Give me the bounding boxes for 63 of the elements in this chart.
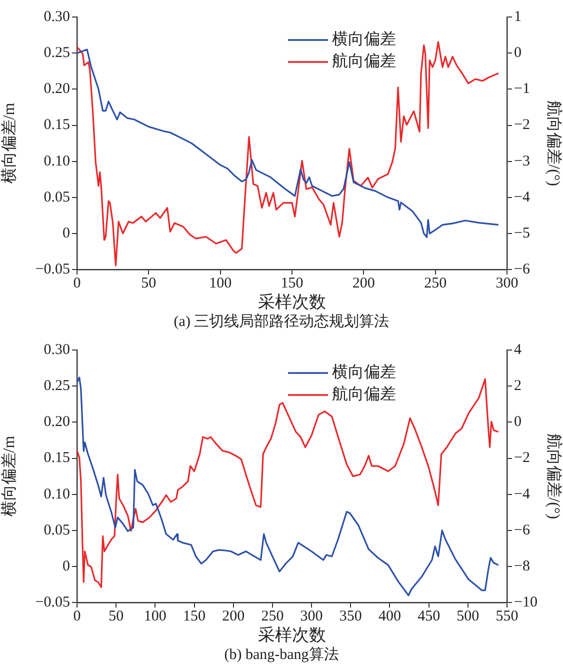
x-tick-label: 0 [73, 276, 81, 292]
x-tick-label: 150 [280, 276, 304, 292]
y2-tick-label: 4 [514, 342, 522, 358]
y2-tick-label: −2 [514, 117, 530, 134]
y2-tick-label: −6 [514, 522, 530, 538]
x-axis-title: 采样次数 [258, 625, 326, 644]
y2-tick-label: −10 [514, 594, 538, 611]
y2-tick-label: −2 [514, 450, 530, 466]
y-tick-label: 0.05 [44, 189, 70, 206]
y-tick-label: 0.30 [44, 8, 70, 25]
y-tick-label: 0.05 [44, 522, 70, 538]
text: (a) 三切线局部路径动态规划算法 [174, 312, 390, 330]
legend-label: 航向偏差 [332, 385, 396, 404]
x-tick-label: 50 [108, 608, 124, 625]
x-tick-label: 450 [418, 608, 440, 625]
x-tick-label: 200 [222, 608, 245, 625]
y2-tick-label: 2 [514, 378, 522, 394]
x-tick-label: 150 [183, 608, 206, 625]
y-tick-label: 0.15 [44, 450, 70, 466]
x-tick-label: 100 [144, 608, 166, 625]
y-tick-label: 0.25 [44, 45, 70, 62]
y-tick-label: 0.10 [44, 486, 70, 502]
x-tick-label: 200 [352, 276, 375, 292]
y2-tick-label: −3 [514, 153, 530, 170]
text: (b) bang-bang算法 [224, 646, 339, 663]
x-tick-label: 50 [141, 276, 156, 292]
x-axis-title: 采样次数 [258, 292, 326, 312]
y-tick-label: 0.30 [44, 342, 70, 358]
y2-tick-label: −1 [514, 81, 530, 98]
y2-tick-label: −8 [514, 558, 530, 574]
y-tick-label: −0.05 [35, 594, 70, 611]
y-tick-label: 0.20 [44, 414, 70, 430]
x-tick-label: 250 [424, 276, 447, 292]
y2-tick-label: −4 [514, 189, 530, 206]
x-tick-label: 500 [456, 608, 480, 625]
x-tick-label: 400 [378, 608, 401, 625]
legend-label: 航向偏差 [332, 52, 396, 70]
y-axis-title: 横向偏差/m [0, 102, 18, 184]
y-tick-label: 0.10 [44, 153, 70, 170]
legend-label: 横向偏差 [332, 363, 396, 382]
x-tick-label: 550 [496, 608, 518, 625]
y2-tick-label: 1 [514, 8, 522, 25]
y-tick-label: 0.25 [44, 378, 70, 394]
y2-tick-label: 0 [514, 414, 522, 430]
y2-axis-title: 航向偏差/(°) [545, 434, 563, 520]
legend-label: 横向偏差 [332, 30, 396, 48]
x-tick-label: 0 [73, 608, 81, 625]
x-tick-label: 250 [261, 608, 284, 625]
y-tick-label: −0.05 [35, 262, 70, 278]
y-axis-title: 横向偏差/m [0, 435, 18, 517]
y-tick-label: 0 [62, 558, 70, 574]
y-tick-label: 0.20 [44, 81, 70, 98]
y2-tick-label: −6 [514, 262, 530, 278]
y-tick-label: 0 [62, 225, 70, 242]
x-tick-label: 300 [300, 608, 323, 625]
y2-tick-label: 0 [514, 45, 522, 62]
x-tick-label: 300 [496, 276, 518, 292]
y2-tick-label: −5 [514, 225, 530, 242]
y2-axis-title: 航向偏差/(°) [545, 100, 563, 186]
y-tick-label: 0.15 [44, 117, 70, 134]
y2-tick-label: −4 [514, 486, 530, 502]
x-tick-label: 100 [209, 276, 232, 292]
x-tick-label: 350 [339, 608, 362, 625]
